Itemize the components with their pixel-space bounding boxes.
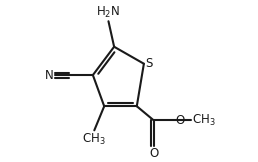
Text: O: O [175,114,184,127]
Text: N: N [44,69,53,82]
Text: CH$_3$: CH$_3$ [192,113,216,128]
Text: CH$_3$: CH$_3$ [83,132,106,147]
Text: S: S [145,57,153,70]
Text: O: O [149,147,158,160]
Text: H$_2$N: H$_2$N [96,5,120,20]
